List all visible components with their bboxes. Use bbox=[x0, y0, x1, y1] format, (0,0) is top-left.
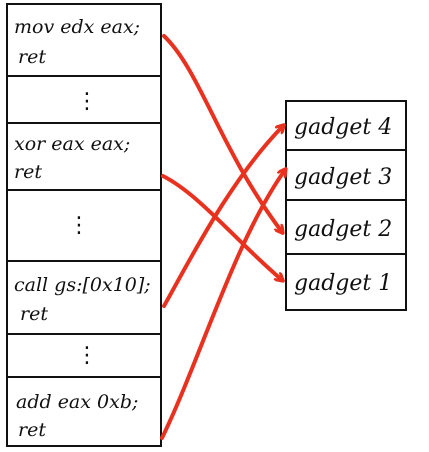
arrow-call-to-gadget-4 bbox=[162, 126, 283, 308]
stack-column: mov edx eax; ret ⋮ xor eax eax; ret ⋮ ca… bbox=[6, 3, 162, 447]
stack-instruction: call gs:[0x10]; bbox=[14, 274, 151, 296]
arrow-mov-to-gadget-2 bbox=[162, 34, 282, 232]
gadget-1-label: gadget 1 bbox=[294, 271, 392, 296]
stack-ellipsis: ⋮ bbox=[76, 343, 98, 368]
stack-ret: ret bbox=[20, 303, 48, 325]
gadget-3-label: gadget 3 bbox=[294, 165, 392, 190]
stack-outline bbox=[6, 3, 162, 447]
gadget-outline bbox=[285, 100, 407, 311]
stack-ellipsis: ⋮ bbox=[76, 89, 98, 114]
stack-ret: ret bbox=[18, 46, 46, 68]
gadget-column: gadget 4 gadget 3 gadget 2 gadget 1 bbox=[285, 100, 407, 311]
stack-ret: ret bbox=[18, 419, 46, 441]
stack-instruction: add eax 0xb; bbox=[16, 391, 138, 413]
arrow-add-to-gadget-3 bbox=[160, 170, 285, 440]
gadget-2-label: gadget 2 bbox=[294, 217, 392, 242]
stack-ret: ret bbox=[14, 161, 42, 183]
gadget-4-label: gadget 4 bbox=[294, 115, 392, 140]
stack-instruction: mov edx eax; bbox=[14, 16, 140, 38]
stack-ellipsis: ⋮ bbox=[68, 213, 90, 238]
stack-instruction: xor eax eax; bbox=[14, 133, 130, 155]
arrow-xor-to-gadget-1 bbox=[161, 174, 282, 280]
arrows bbox=[160, 34, 285, 440]
